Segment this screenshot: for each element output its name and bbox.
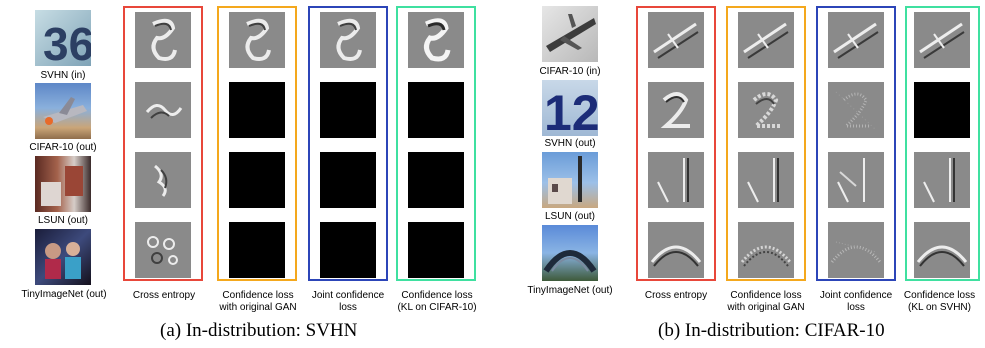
gradient-map (914, 152, 970, 208)
airplane-image (542, 6, 598, 62)
column-label: Confidence loss (KL on SVHN) (903, 290, 976, 313)
airplane-image (35, 83, 91, 139)
cross-entropy-frame (123, 6, 203, 281)
black-gradient-map (408, 152, 464, 208)
gradient-map (738, 82, 794, 138)
input-label: TinyImageNet (out) (21, 289, 107, 300)
column-label: Confidence loss with original GAN (219, 290, 297, 313)
black-gradient-map (320, 82, 376, 138)
arch-structure-image (542, 225, 598, 281)
black-gradient-map (408, 82, 464, 138)
black-gradient-map (320, 222, 376, 278)
svhn-digit-image: 36 (35, 10, 94, 70)
gradient-map (914, 12, 970, 68)
indoor-scene-image (35, 156, 91, 212)
confidence-gan-frame (726, 6, 806, 281)
gradient-map (738, 222, 794, 278)
cross-entropy-frame (636, 6, 716, 281)
gradient-map (408, 12, 464, 68)
column-label: Joint confidence loss (311, 290, 385, 313)
black-gradient-map (229, 82, 285, 138)
column-label: Cross entropy (132, 290, 196, 301)
gradient-map (648, 222, 704, 278)
input-label: LSUN (out) (544, 211, 595, 222)
input-label: SVHN (in) (40, 70, 86, 81)
gradient-map (914, 222, 970, 278)
gradient-map (135, 152, 191, 208)
black-gradient-map (914, 82, 970, 138)
gradient-map (828, 12, 884, 68)
input-label: SVHN (out) (544, 138, 596, 149)
gradient-map (320, 12, 376, 68)
gradient-map (648, 12, 704, 68)
input-label: TinyImageNet (out) (527, 285, 613, 296)
joint-confidence-frame (308, 6, 388, 281)
gradient-map (738, 152, 794, 208)
gradient-map (828, 152, 884, 208)
black-gradient-map (408, 222, 464, 278)
confidence-kl-frame (905, 6, 980, 281)
gradient-map (648, 152, 704, 208)
svhn-digit-image: 12 (542, 80, 600, 141)
confidence-gan-frame (217, 6, 297, 281)
joint-confidence-frame (816, 6, 896, 281)
gradient-map (135, 82, 191, 138)
input-label: CIFAR-10 (in) (539, 66, 601, 77)
gradient-map (828, 222, 884, 278)
input-label: LSUN (out) (37, 215, 88, 226)
gradient-map (135, 12, 191, 68)
gradient-map (229, 12, 285, 68)
gradient-map (738, 12, 794, 68)
panel-caption: (a) In-distribution: SVHN (160, 320, 358, 341)
gradient-map (135, 222, 191, 278)
svg-text:12: 12 (544, 85, 598, 136)
tower-image (542, 152, 598, 208)
column-label: Confidence loss with original GAN (727, 290, 805, 313)
input-label: CIFAR-10 (out) (29, 142, 97, 153)
black-gradient-map (229, 222, 285, 278)
panel-caption: (b) In-distribution: CIFAR-10 (658, 320, 885, 341)
gradient-map (648, 82, 704, 138)
confidence-kl-frame (396, 6, 476, 281)
black-gradient-map (229, 152, 285, 208)
column-label: Cross entropy (644, 290, 708, 301)
column-label: Joint confidence loss (819, 290, 893, 313)
column-label: Confidence loss (KL on CIFAR-10) (397, 290, 477, 313)
gradient-map (828, 82, 884, 138)
svg-text:36: 36 (43, 18, 91, 66)
black-gradient-map (320, 152, 376, 208)
people-image (35, 229, 91, 285)
